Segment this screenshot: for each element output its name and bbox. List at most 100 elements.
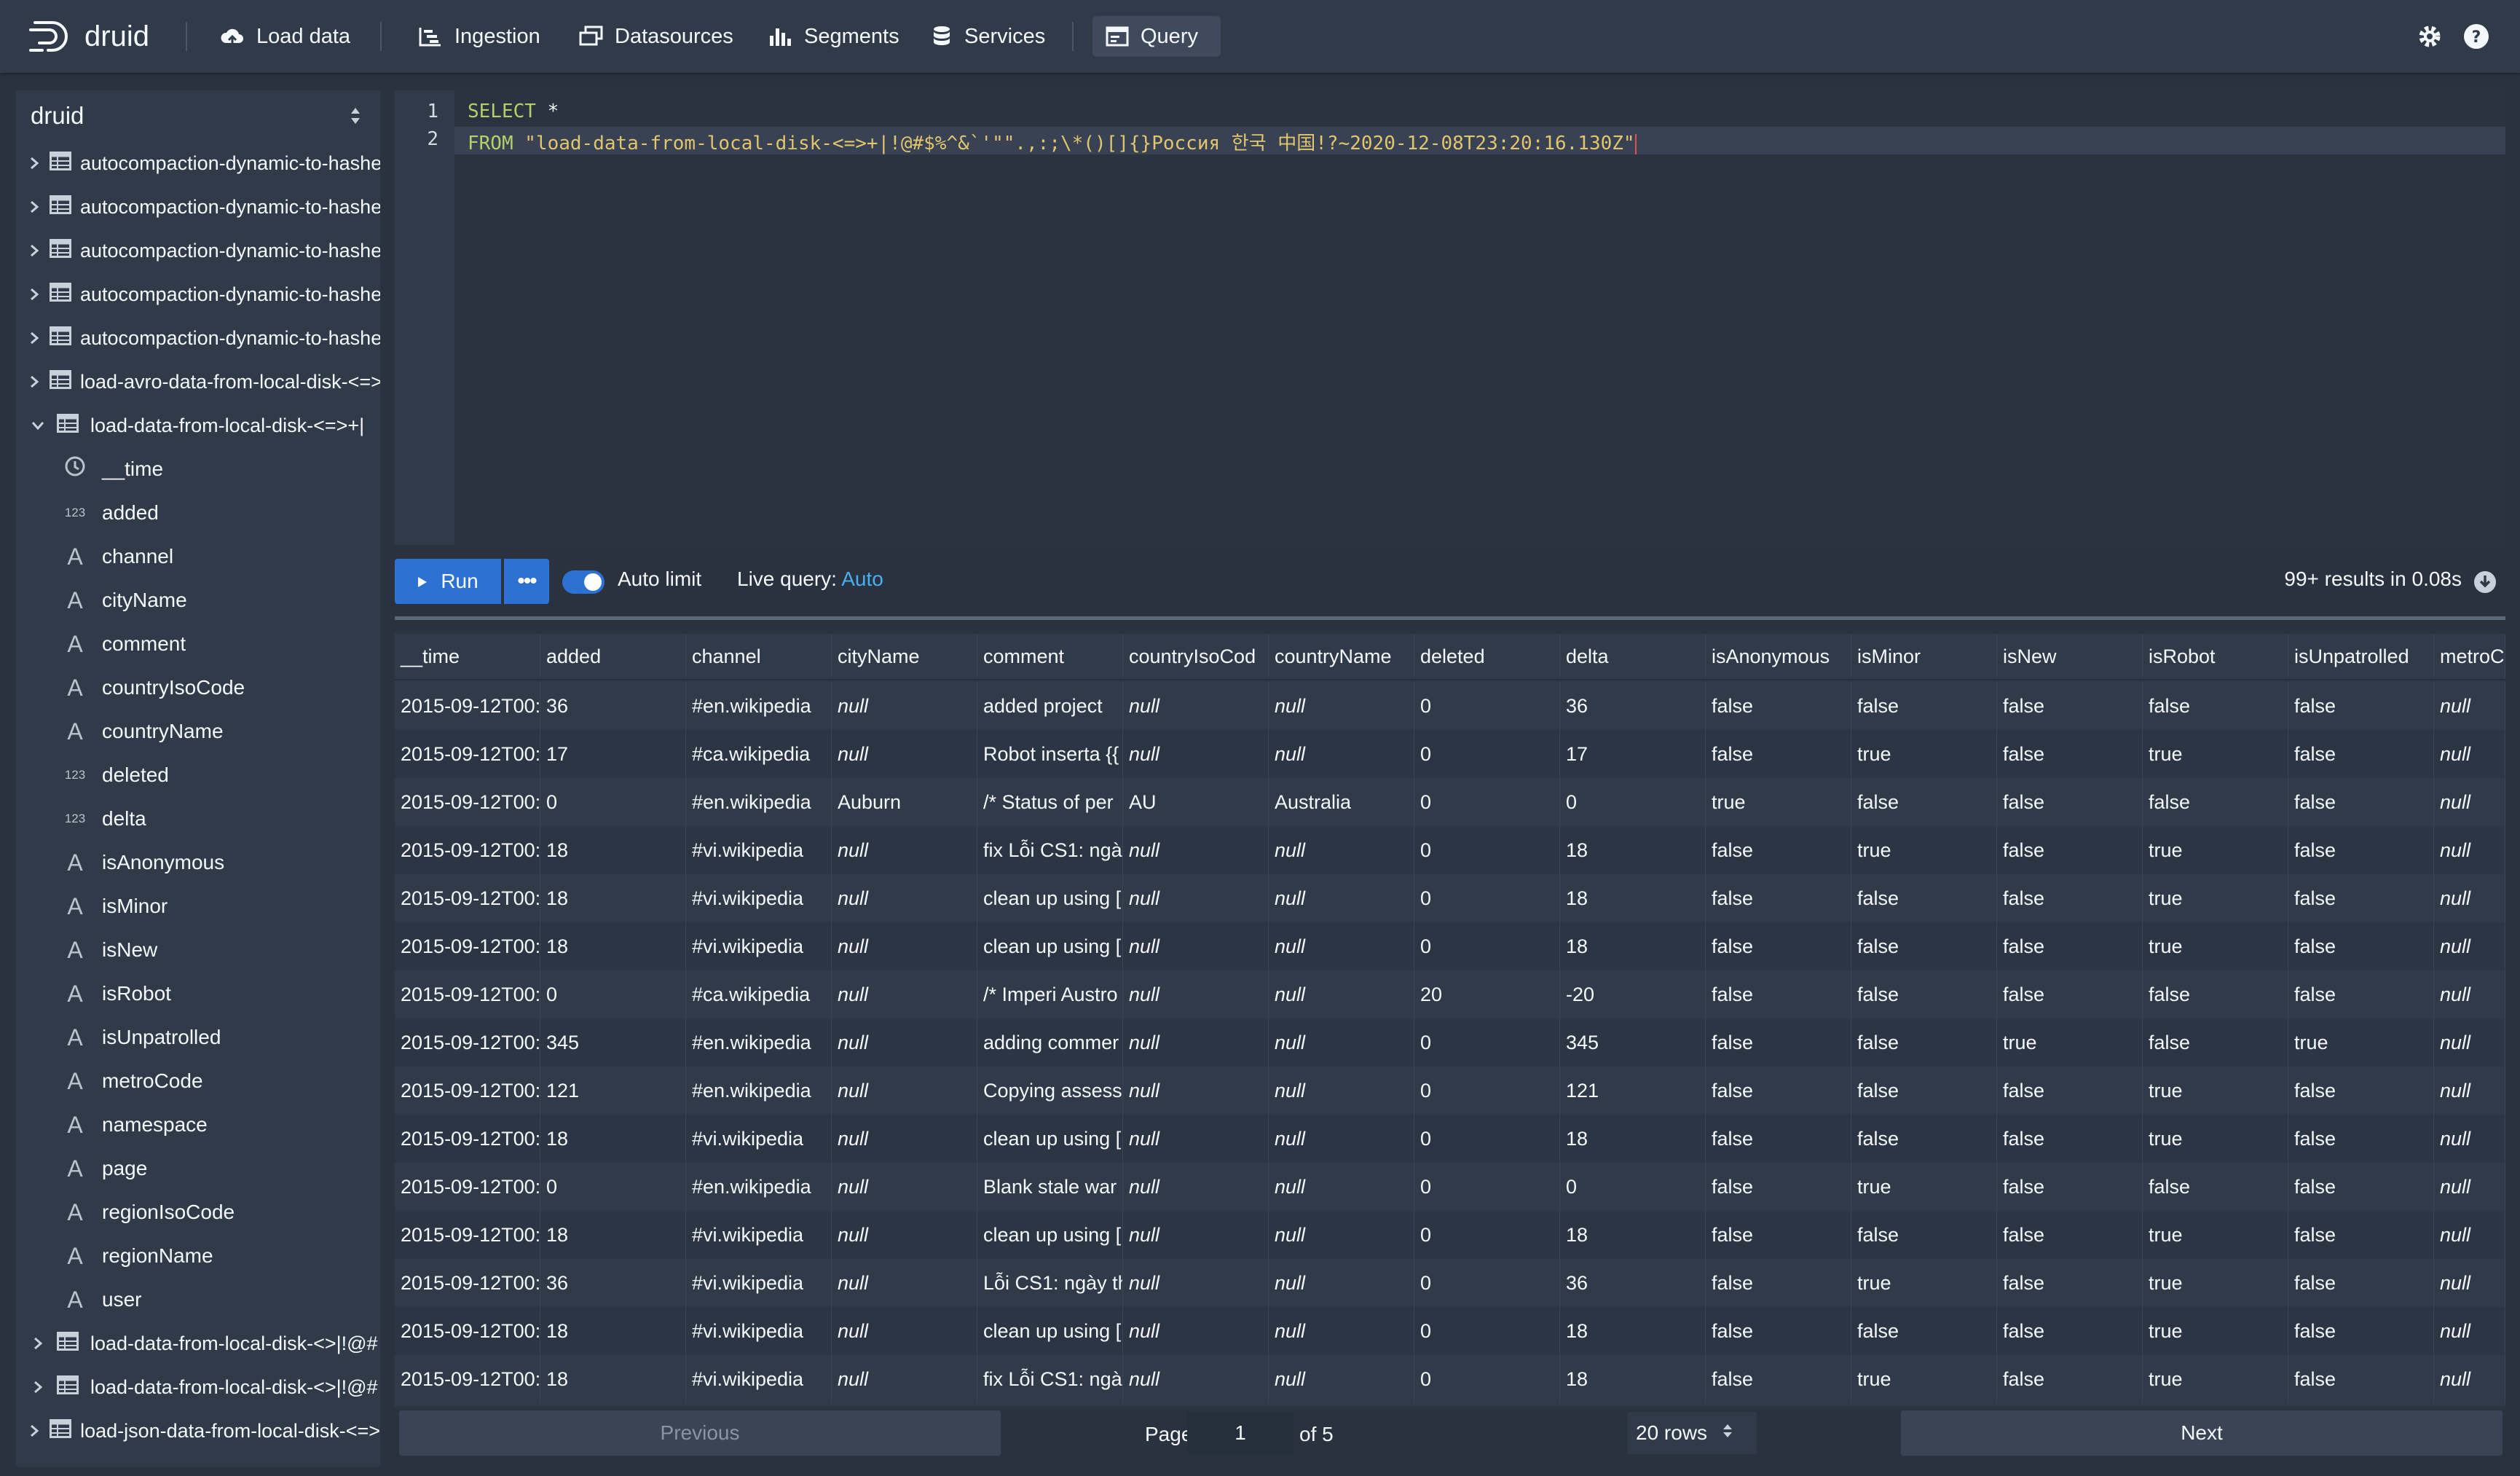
datasource-item[interactable]: autocompaction-dynamic-to-hashed <box>16 141 380 185</box>
table-cell[interactable]: false <box>1706 1018 1851 1067</box>
table-cell[interactable]: null <box>1123 730 1269 778</box>
table-cell[interactable]: 18 <box>1560 1307 1706 1355</box>
table-cell[interactable]: 0 <box>1414 1355 1560 1403</box>
table-cell[interactable]: #vi.wikipedia <box>686 826 832 874</box>
table-cell[interactable]: clean up using [ <box>977 1211 1123 1259</box>
table-cell[interactable]: false <box>1997 1211 2143 1259</box>
chevron-down-icon[interactable] <box>29 420 47 431</box>
rows-per-page-select[interactable]: 20 rows <box>1627 1412 1757 1454</box>
table-cell[interactable]: false <box>1851 778 1997 826</box>
table-cell[interactable]: true <box>1997 1018 2143 1067</box>
chevron-right-icon[interactable] <box>29 1336 47 1351</box>
column-header[interactable]: isNew <box>1997 634 2143 679</box>
table-cell[interactable]: null <box>1123 970 1269 1018</box>
table-cell[interactable]: 0 <box>1414 1115 1560 1163</box>
table-cell[interactable]: null <box>1269 682 1414 730</box>
table-cell[interactable]: clean up using [ <box>977 874 1123 922</box>
table-cell[interactable]: null <box>1123 1163 1269 1211</box>
table-cell[interactable]: added project <box>977 682 1123 730</box>
table-cell[interactable]: null <box>2434 682 2505 730</box>
table-cell[interactable]: #en.wikipedia <box>686 1067 832 1115</box>
table-cell[interactable]: null <box>1123 874 1269 922</box>
table-cell[interactable]: false <box>2143 682 2288 730</box>
sql-editor[interactable]: 1 2 SELECT * FROM "load-data-from-local-… <box>395 90 2505 545</box>
table-cell[interactable]: 0 <box>1414 826 1560 874</box>
table-cell[interactable]: null <box>1269 1115 1414 1163</box>
table-cell[interactable]: 0 <box>1414 922 1560 970</box>
table-cell[interactable]: false <box>1706 1067 1851 1115</box>
help-icon[interactable]: ? <box>2463 23 2489 50</box>
table-cell[interactable]: null <box>2434 1355 2505 1403</box>
table-cell[interactable]: 2015-09-12T00: <box>395 1355 540 1403</box>
table-cell[interactable]: false <box>1851 682 1997 730</box>
table-cell[interactable]: 2015-09-12T00: <box>395 1018 540 1067</box>
table-cell[interactable]: false <box>2143 1018 2288 1067</box>
nav-segments[interactable]: Segments <box>755 16 913 57</box>
chevron-right-icon[interactable] <box>29 331 39 345</box>
column-header[interactable]: deleted <box>1414 634 1560 679</box>
table-cell[interactable]: true <box>2143 922 2288 970</box>
column-header[interactable]: __time <box>395 634 540 679</box>
resize-divider[interactable] <box>395 616 2505 620</box>
table-cell[interactable]: 18 <box>540 1307 686 1355</box>
table-cell[interactable]: 0 <box>1414 1307 1560 1355</box>
column-header[interactable]: isAnonymous <box>1706 634 1851 679</box>
table-cell[interactable]: false <box>1706 1355 1851 1403</box>
chevron-right-icon[interactable] <box>29 1380 47 1394</box>
table-cell[interactable]: 121 <box>1560 1067 1706 1115</box>
table-cell[interactable]: 18 <box>540 1355 686 1403</box>
table-cell[interactable]: false <box>1706 682 1851 730</box>
table-cell[interactable]: false <box>1997 730 2143 778</box>
table-cell[interactable]: 0 <box>540 778 686 826</box>
table-cell[interactable]: false <box>1706 826 1851 874</box>
table-cell[interactable]: false <box>1851 1211 1997 1259</box>
table-cell[interactable]: #vi.wikipedia <box>686 1355 832 1403</box>
column-item[interactable]: __time <box>16 447 380 491</box>
table-cell[interactable]: #en.wikipedia <box>686 1018 832 1067</box>
table-cell[interactable]: true <box>1706 778 1851 826</box>
table-cell[interactable]: null <box>1269 826 1414 874</box>
table-cell[interactable]: true <box>2143 1115 2288 1163</box>
datasource-item[interactable]: autocompaction-dynamic-to-hashed <box>16 229 380 272</box>
datasource-item[interactable]: autocompaction-dynamic-to-hashed <box>16 272 380 316</box>
table-cell[interactable]: null <box>1269 970 1414 1018</box>
table-cell[interactable]: false <box>1851 1307 1997 1355</box>
table-cell[interactable]: null <box>832 1211 977 1259</box>
table-cell[interactable]: #vi.wikipedia <box>686 874 832 922</box>
table-cell[interactable]: #ca.wikipedia <box>686 970 832 1018</box>
datasource-item[interactable]: autocompaction-dynamic-to-hashed <box>16 316 380 360</box>
table-cell[interactable]: null <box>832 1259 977 1307</box>
table-cell[interactable]: true <box>2143 826 2288 874</box>
chevron-right-icon[interactable] <box>29 200 39 214</box>
table-cell[interactable]: 2015-09-12T00: <box>395 1259 540 1307</box>
table-cell[interactable]: null <box>1269 922 1414 970</box>
run-button[interactable]: Run <box>395 559 501 604</box>
table-cell[interactable]: #vi.wikipedia <box>686 1259 832 1307</box>
live-query-value[interactable]: Auto <box>841 568 883 590</box>
table-cell[interactable]: false <box>2288 1115 2434 1163</box>
column-item[interactable]: 123 deleted <box>16 753 380 797</box>
table-cell[interactable]: null <box>2434 970 2505 1018</box>
table-cell[interactable]: 18 <box>1560 1211 1706 1259</box>
table-cell[interactable]: /* Status of per <box>977 778 1123 826</box>
chevron-right-icon[interactable] <box>29 287 39 302</box>
next-page-button[interactable]: Next <box>1901 1410 2503 1456</box>
table-cell[interactable]: 36 <box>540 682 686 730</box>
table-cell[interactable]: 345 <box>540 1018 686 1067</box>
table-cell[interactable]: null <box>2434 1259 2505 1307</box>
table-cell[interactable]: false <box>2288 682 2434 730</box>
table-cell[interactable]: false <box>2288 778 2434 826</box>
table-cell[interactable]: null <box>2434 1115 2505 1163</box>
table-cell[interactable]: adding commer <box>977 1018 1123 1067</box>
table-cell[interactable]: 0 <box>1414 730 1560 778</box>
table-cell[interactable]: 18 <box>540 874 686 922</box>
table-cell[interactable]: 20 <box>1414 970 1560 1018</box>
table-cell[interactable]: false <box>1997 922 2143 970</box>
table-cell[interactable]: true <box>1851 1355 1997 1403</box>
table-cell[interactable]: null <box>832 1163 977 1211</box>
table-cell[interactable]: true <box>1851 1163 1997 1211</box>
table-cell[interactable]: false <box>2143 778 2288 826</box>
